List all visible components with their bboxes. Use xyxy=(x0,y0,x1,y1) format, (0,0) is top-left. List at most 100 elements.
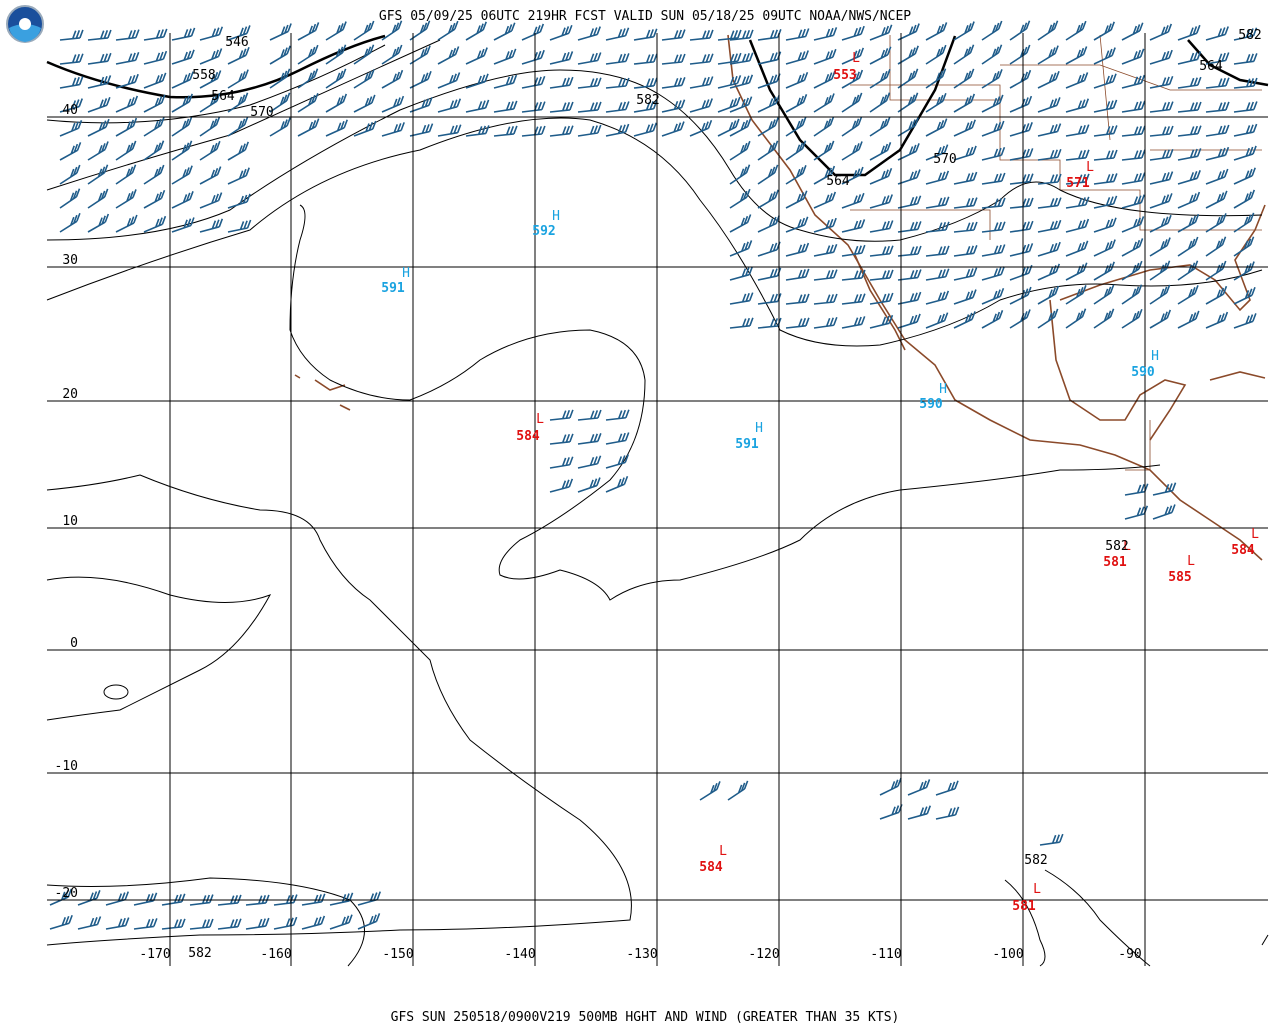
wind-barb xyxy=(785,317,810,329)
wind-barb xyxy=(1009,148,1034,161)
wind-barb xyxy=(757,267,782,281)
contour-label: 582 xyxy=(1105,539,1128,554)
contour-label: 582 xyxy=(1238,28,1261,43)
wind-barb xyxy=(1177,51,1202,65)
wind-barb xyxy=(143,28,168,41)
wind-barb xyxy=(577,477,601,493)
contour-label: 564 xyxy=(211,89,235,104)
wind-barb xyxy=(143,117,165,137)
wind-barb xyxy=(925,221,950,233)
pressure-center-symbol: L xyxy=(719,844,727,859)
wind-barb xyxy=(521,101,546,113)
wind-barb xyxy=(1149,171,1174,185)
wind-barb xyxy=(897,143,920,161)
wind-barb xyxy=(1205,190,1228,209)
wind-barb xyxy=(1149,75,1174,89)
wind-barb xyxy=(841,192,865,209)
wind-barb xyxy=(409,123,434,137)
wind-barb xyxy=(1121,172,1146,185)
contour-line xyxy=(1004,869,1151,967)
wind-barb xyxy=(1009,122,1033,137)
wind-barb xyxy=(981,287,1005,305)
wind-barb xyxy=(897,269,922,281)
wind-barb xyxy=(1093,308,1115,329)
wind-barb xyxy=(353,69,375,89)
wind-barb xyxy=(1205,77,1230,89)
pressure-center-symbol: H xyxy=(1151,349,1159,364)
wind-barb xyxy=(227,116,249,137)
pressure-center-value: 553 xyxy=(833,68,856,83)
wind-barb xyxy=(199,192,223,209)
contour-label: 582 xyxy=(1024,853,1047,868)
wind-barb xyxy=(897,195,922,209)
wind-barb xyxy=(1121,216,1145,233)
wind-barb xyxy=(841,316,866,329)
wind-barb xyxy=(689,119,713,137)
wind-barb xyxy=(437,124,462,137)
wind-barb xyxy=(953,21,975,41)
wind-barb xyxy=(577,77,602,89)
pressure-center-symbol: H xyxy=(939,382,947,397)
wind-barb xyxy=(605,101,630,113)
wind-barb xyxy=(981,244,1006,257)
wind-barb xyxy=(1233,189,1256,209)
pressure-center-symbol: H xyxy=(755,421,763,436)
wind-barb xyxy=(59,120,83,137)
wind-barb xyxy=(409,97,433,113)
wind-barb xyxy=(907,805,932,820)
longitude-label: -90 xyxy=(1118,947,1141,962)
contour-line xyxy=(46,69,1263,242)
wind-barb xyxy=(841,116,863,137)
wind-barb xyxy=(115,117,138,137)
wind-barb xyxy=(953,145,977,161)
wind-barb xyxy=(301,915,326,930)
wind-barb xyxy=(925,118,948,137)
wind-barb xyxy=(953,267,978,281)
wind-barb xyxy=(1149,214,1172,233)
wind-barb xyxy=(897,23,920,41)
wind-barb xyxy=(953,68,975,89)
contour-line xyxy=(1187,39,1269,87)
wind-barb xyxy=(409,45,431,65)
map-caption: GFS SUN 250518/0900V219 500MB HGHT AND W… xyxy=(391,1010,900,1024)
wind-barb xyxy=(227,92,249,113)
coastline xyxy=(1049,299,1187,441)
noaa-logo xyxy=(6,5,44,43)
wind-barb xyxy=(729,74,754,89)
wind-barb xyxy=(357,891,382,906)
wind-barb xyxy=(661,99,686,113)
wind-barb xyxy=(605,77,630,89)
wind-barb xyxy=(953,197,978,209)
wind-barb xyxy=(869,69,891,89)
wind-barb xyxy=(1205,168,1229,185)
wind-barb xyxy=(171,49,195,65)
wind-barb xyxy=(521,75,546,89)
wind-barb xyxy=(729,240,753,257)
wind-barb xyxy=(353,20,375,41)
wind-barb xyxy=(935,806,960,820)
wind-barb xyxy=(729,164,751,185)
wind-barb xyxy=(605,432,630,445)
wind-barb xyxy=(171,165,193,185)
wind-barb xyxy=(757,317,782,329)
wind-barb xyxy=(869,92,891,113)
wind-barb xyxy=(269,23,292,41)
coastline xyxy=(1209,371,1266,381)
wind-barb xyxy=(245,894,270,906)
wind-barb xyxy=(493,48,517,65)
wind-barb xyxy=(661,29,686,41)
wind-barb xyxy=(217,894,242,906)
wind-barb xyxy=(199,218,224,233)
wind-barb xyxy=(1205,124,1230,137)
wind-barb xyxy=(935,780,959,796)
wind-barb xyxy=(605,27,630,41)
wind-barb xyxy=(1037,45,1059,65)
wind-barb xyxy=(869,46,892,65)
wind-barb xyxy=(133,892,158,906)
wind-barb xyxy=(897,291,922,305)
wind-barb xyxy=(813,243,838,257)
wind-barb xyxy=(1205,285,1228,305)
wind-barb xyxy=(1093,261,1115,281)
wind-barb xyxy=(925,22,948,41)
